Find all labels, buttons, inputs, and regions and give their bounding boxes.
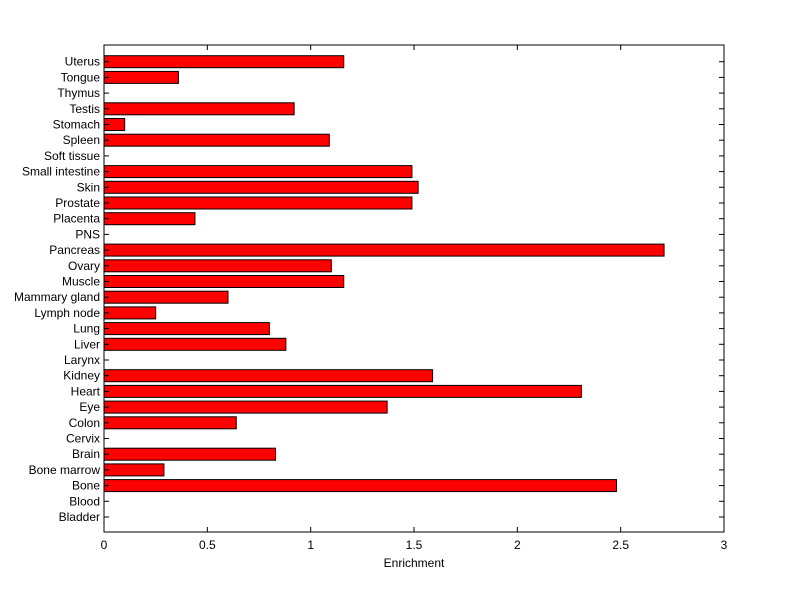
- bar-prostate: [103, 196, 413, 210]
- bar-tongue: [103, 70, 179, 84]
- bar-lung: [103, 322, 270, 336]
- x-tick-label: 2: [514, 538, 521, 552]
- y-tick-label-placenta: Placenta: [53, 212, 100, 226]
- y-tick-label-kidney: Kidney: [63, 369, 100, 383]
- y-tick-label-colon: Colon: [69, 416, 100, 430]
- y-tick-label-heart: Heart: [71, 384, 101, 398]
- bar-lymph-node: [103, 306, 157, 320]
- bar-ovary: [103, 259, 332, 273]
- y-tick-label-pancreas: Pancreas: [49, 243, 100, 257]
- y-tick-label-lung: Lung: [73, 322, 100, 336]
- y-tick-label-liver: Liver: [74, 337, 100, 351]
- bar-muscle: [103, 275, 345, 288]
- y-tick-label-mammary-gland: Mammary gland: [14, 290, 100, 304]
- y-tick-label-thymus: Thymus: [57, 86, 100, 100]
- x-tick-label: 3: [721, 538, 728, 552]
- bar-small-intestine: [103, 165, 413, 179]
- bar-pancreas: [103, 243, 665, 257]
- bar-mammary-gland: [103, 290, 229, 304]
- plot-frame: [103, 44, 725, 533]
- x-axis: 0 0.5 1 1.5 2 2.5 3: [101, 45, 728, 552]
- y-tick-label-tongue: Tongue: [61, 70, 101, 84]
- y-tick-label-ovary: Ovary: [68, 259, 100, 273]
- y-tick-label-lymph-node: Lymph node: [34, 306, 100, 320]
- bar-liver: [103, 337, 287, 351]
- x-tick-label: 0: [101, 538, 108, 552]
- bar-uterus: [103, 55, 345, 69]
- bar-brain: [103, 447, 277, 461]
- y-tick-label-eye: Eye: [79, 400, 100, 414]
- x-tick-label: 1: [307, 538, 314, 552]
- bar-colon: [103, 416, 237, 430]
- bar-placenta: [103, 212, 196, 226]
- y-tick-label-larynx: Larynx: [64, 353, 100, 367]
- y-tick-label-bladder: Bladder: [59, 510, 100, 524]
- x-axis-label: Enrichment: [384, 556, 445, 570]
- y-tick-label-prostate: Prostate: [55, 196, 100, 210]
- bar-bone: [103, 479, 618, 493]
- x-tick-label: 0.5: [199, 538, 216, 552]
- y-tick-label-cervix: Cervix: [66, 432, 100, 446]
- y-tick-label-uterus: Uterus: [65, 55, 100, 69]
- y-tick-label-bone: Bone: [72, 479, 100, 493]
- y-tick-label-small-intestine: Small intestine: [22, 165, 100, 179]
- bar-kidney: [103, 369, 434, 383]
- bar-heart: [103, 384, 582, 398]
- y-tick-label-brain: Brain: [72, 447, 100, 461]
- y-tick-label-testis: Testis: [69, 102, 100, 116]
- bar-bone-marrow: [103, 463, 165, 477]
- y-tick-label-soft-tissue: Soft tissue: [44, 149, 100, 163]
- bar-skin: [103, 180, 419, 194]
- y-tick-label-skin: Skin: [77, 180, 100, 194]
- y-tick-label-muscle: Muscle: [62, 275, 100, 289]
- bar-spleen: [103, 133, 330, 147]
- y-tick-label-bone-marrow: Bone marrow: [29, 463, 101, 477]
- x-tick-label: 1.5: [406, 538, 423, 552]
- y-tick-label-stomach: Stomach: [53, 118, 100, 132]
- bar-testis: [103, 102, 295, 116]
- y-tick-label-pns: PNS: [75, 227, 100, 241]
- y-tick-label-blood: Blood: [69, 494, 100, 508]
- y-tick-label-spleen: Spleen: [63, 133, 100, 147]
- x-tick-label: 2.5: [612, 538, 629, 552]
- bar-eye: [103, 400, 388, 414]
